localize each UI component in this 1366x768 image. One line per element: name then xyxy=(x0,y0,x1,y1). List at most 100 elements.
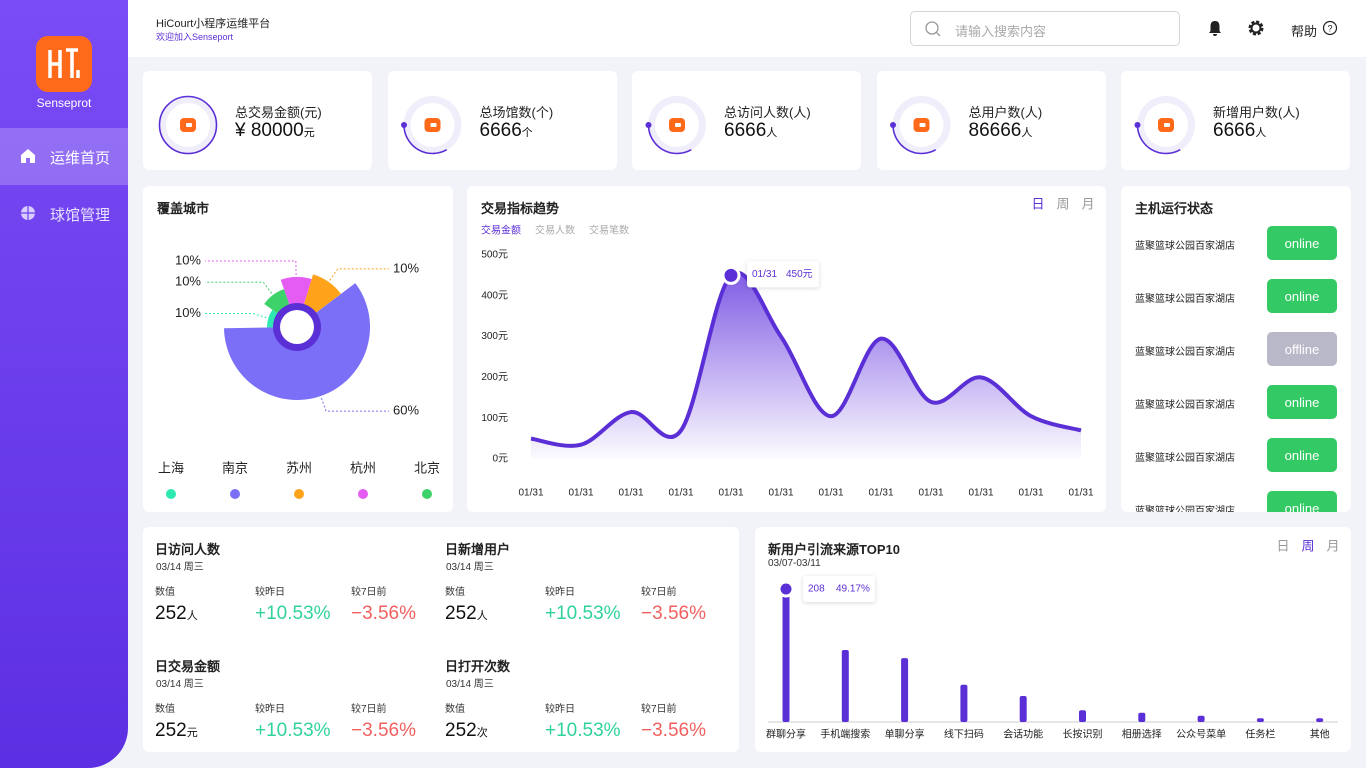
stat-value: 6666个 xyxy=(480,120,533,142)
logo xyxy=(36,36,92,92)
stat-unit: 次 xyxy=(476,727,488,739)
stat-number: 252 xyxy=(155,603,187,624)
stat-value: ¥ 80000元 xyxy=(235,120,315,142)
panel-title: 主机运行状态 xyxy=(1135,201,1214,216)
menu-label: 运维首页 xyxy=(50,150,111,167)
search-box[interactable]: 请输入搜索内容 xyxy=(910,11,1180,46)
host-status[interactable]: online xyxy=(1267,385,1337,419)
trend-panel: 交易指标趋势 xyxy=(467,186,1106,512)
stat-date: 03/14 周三 xyxy=(446,679,494,690)
stat-number: 86666 xyxy=(968,120,1022,141)
stat-unit: 人 xyxy=(766,127,778,139)
change-week: −3.56% xyxy=(641,720,706,741)
column-label: 较7日前 xyxy=(351,587,387,598)
settings-icon[interactable] xyxy=(1248,20,1264,36)
host-status[interactable]: online xyxy=(1267,438,1337,472)
stat-label: 新增用户数(人) xyxy=(1213,105,1300,120)
host-name: 蓝聚篮球公园百家湖店 xyxy=(1135,400,1235,411)
change-week: −3.56% xyxy=(351,603,416,624)
stat-title: 日访问人数 xyxy=(155,542,221,557)
host-name: 蓝聚篮球公园百家湖店 xyxy=(1135,294,1235,305)
host-status[interactable]: online xyxy=(1267,279,1337,313)
stat-value: 252人 xyxy=(445,603,488,625)
stat-value: 252元 xyxy=(155,720,198,742)
change-week: −3.56% xyxy=(641,603,706,624)
change-week: −3.56% xyxy=(351,720,416,741)
logo-icon xyxy=(48,48,80,78)
search-icon xyxy=(925,21,941,37)
stat-unit: 人 xyxy=(1021,127,1033,139)
stat-title: 日打开次数 xyxy=(445,659,511,674)
stat-card: 总交易金额(元) ¥ 80000元 xyxy=(143,71,372,170)
host-panel: 主机运行状态 蓝聚篮球公园百家湖店 online 蓝聚篮球公园百家湖店 online 蓝… xyxy=(1121,186,1351,512)
column-label: 较7日前 xyxy=(351,704,387,715)
column-label: 数值 xyxy=(155,587,175,598)
app-title: HiCourt小程序运维平台 xyxy=(156,18,271,30)
change-day: +10.53% xyxy=(255,720,331,741)
daily-panel: 日访问人数 03/14 周三 数值 较昨日 较7日前 252人 +10.53% −3.56% 日… xyxy=(143,527,739,752)
stat-value: 86666人 xyxy=(969,120,1033,142)
stat-value: 6666人 xyxy=(1213,120,1266,142)
host-status[interactable]: online xyxy=(1267,491,1337,512)
stat-date: 03/14 周三 xyxy=(156,679,204,690)
bell-icon[interactable] xyxy=(1208,20,1222,36)
stat-card: 总访问人数(人) 6666人 xyxy=(632,71,861,170)
menu-item[interactable]: 球馆管理 xyxy=(0,185,128,242)
column-label: 较昨日 xyxy=(255,587,285,598)
panel-title: 交易指标趋势 xyxy=(481,201,560,216)
host-status[interactable]: online xyxy=(1267,226,1337,260)
column-label: 较昨日 xyxy=(545,587,575,598)
stat-card: 总用户数(人) 86666人 xyxy=(876,71,1106,170)
stat-label: 总场馆数(个) xyxy=(479,105,554,120)
city-panel: 覆盖城市 xyxy=(143,186,453,512)
home-icon xyxy=(21,149,35,163)
stat-title: 日交易金额 xyxy=(155,659,221,674)
source-panel: 新用户引流来源TOP10 03/07-03/11 xyxy=(755,527,1351,752)
stat-number: 6666 xyxy=(479,120,522,141)
host-name: 蓝聚篮球公园百家湖店 xyxy=(1135,241,1235,252)
column-label: 较7日前 xyxy=(641,587,677,598)
stat-value: 252人 xyxy=(155,603,198,625)
stat-number: 252 xyxy=(155,720,187,741)
ball-icon xyxy=(21,206,35,220)
stat-unit: 元 xyxy=(303,127,315,139)
stat-number: 6666 xyxy=(724,120,767,141)
app-subtitle: 欢迎加入Senseport xyxy=(156,32,234,42)
menu-label: 球馆管理 xyxy=(50,207,111,224)
stat-title: 日新增用户 xyxy=(445,542,511,557)
stat-unit: 人 xyxy=(1255,127,1267,139)
sidebar: Senseprot 运维首页 球馆管理 xyxy=(0,0,128,768)
column-label: 较7日前 xyxy=(641,704,677,715)
stat-number: 252 xyxy=(445,720,477,741)
search-placeholder: 请输入搜索内容 xyxy=(955,24,1047,39)
host-name: 蓝聚篮球公园百家湖店 xyxy=(1135,506,1235,512)
host-name: 蓝聚篮球公园百家湖店 xyxy=(1135,347,1235,358)
stat-label: 总用户数(人) xyxy=(968,105,1043,120)
svg-text:?: ? xyxy=(1327,24,1332,34)
stat-card: 总场馆数(个) 6666个 xyxy=(387,71,617,170)
panel-date: 03/07-03/11 xyxy=(768,558,821,569)
panel-title: 新用户引流来源TOP10 xyxy=(768,542,900,557)
menu-item[interactable]: 运维首页 xyxy=(0,128,128,185)
panel-title: 覆盖城市 xyxy=(157,201,210,216)
stat-value: 6666人 xyxy=(724,120,777,142)
column-label: 数值 xyxy=(445,704,465,715)
stat-date: 03/14 周三 xyxy=(446,562,494,573)
stat-date: 03/14 周三 xyxy=(156,562,204,573)
host-name: 蓝聚篮球公园百家湖店 xyxy=(1135,453,1235,464)
stat-label: 总访问人数(人) xyxy=(724,105,811,120)
stat-value: 252次 xyxy=(445,720,488,742)
stat-number: 252 xyxy=(445,603,477,624)
column-label: 数值 xyxy=(155,704,175,715)
host-status[interactable]: offline xyxy=(1267,332,1337,366)
stat-unit: 人 xyxy=(186,610,198,622)
change-day: +10.53% xyxy=(255,603,331,624)
stat-card: 新增用户数(人) 6666人 xyxy=(1121,71,1350,170)
stat-number: ¥ 80000 xyxy=(235,120,304,141)
header: HiCourt小程序运维平台 欢迎加入Senseport 请输入搜索内容 帮助 … xyxy=(128,0,1366,57)
stat-unit: 人 xyxy=(476,610,488,622)
stat-label: 总交易金额(元) xyxy=(235,105,322,120)
help[interactable]: 帮助 xyxy=(1291,24,1318,39)
help-icon[interactable]: ? xyxy=(1322,20,1338,36)
